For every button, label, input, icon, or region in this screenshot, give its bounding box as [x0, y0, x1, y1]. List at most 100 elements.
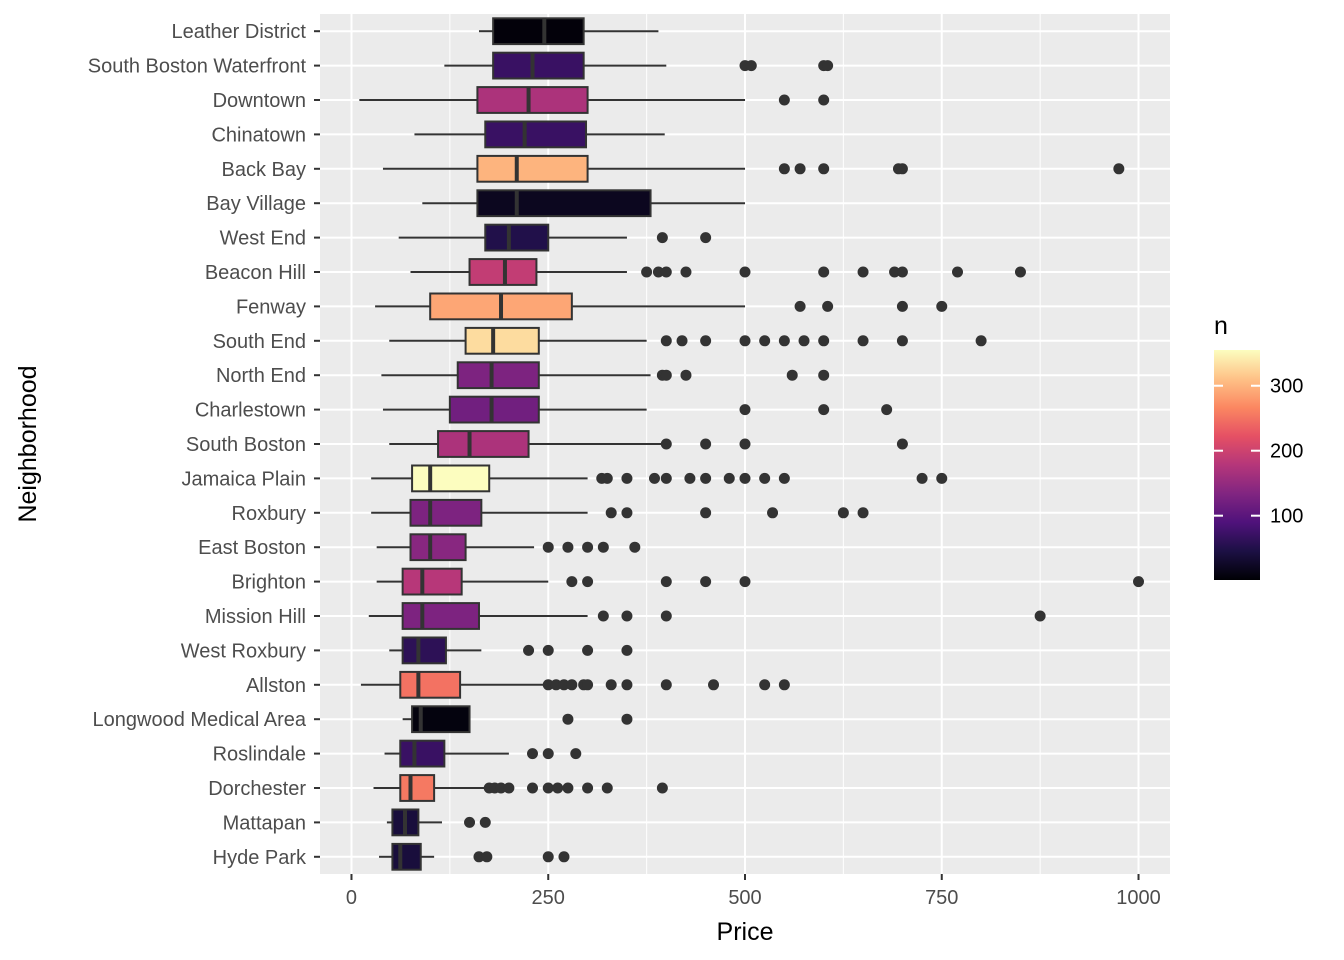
outlier-point [503, 782, 515, 794]
box-group [376, 533, 641, 562]
outlier-point [857, 507, 869, 519]
box [476, 154, 589, 183]
outlier-point [464, 816, 476, 828]
outlier-point [739, 472, 751, 484]
y-tick-label: Allston [246, 675, 306, 697]
box [411, 464, 491, 493]
y-tick-label: Mattapan [223, 812, 306, 834]
outlier-point [562, 782, 574, 794]
box-group [389, 636, 633, 665]
outlier-point [936, 300, 948, 312]
outlier-point [700, 335, 712, 347]
outlier-point [605, 507, 617, 519]
outlier-point [778, 94, 790, 106]
outlier-point [566, 576, 578, 588]
outlier-point [566, 679, 578, 691]
outlier-point [481, 851, 493, 863]
box [401, 636, 447, 665]
outlier-point [582, 782, 594, 794]
box-group [375, 292, 948, 321]
y-tick-label: South Boston Waterfront [88, 56, 307, 78]
outlier-point [621, 679, 633, 691]
outlier-point [739, 335, 751, 347]
box-group [381, 361, 830, 390]
outlier-point [473, 851, 485, 863]
outlier-point [700, 232, 712, 244]
outlier-point [794, 300, 806, 312]
box [399, 774, 436, 802]
box [399, 670, 462, 699]
y-axis: Leather District South Boston Waterfront D… [88, 21, 320, 869]
y-tick-label: Beacon Hill [205, 262, 306, 284]
y-tick-label: Bay Village [206, 193, 306, 215]
outlier-point [562, 541, 574, 553]
box-group [444, 51, 834, 80]
legend-title: n [1214, 312, 1228, 340]
outlier-point [601, 472, 613, 484]
box-group [382, 395, 893, 424]
box-group [371, 498, 869, 527]
outlier-point [660, 266, 672, 278]
box [409, 498, 483, 527]
outlier-point [700, 576, 712, 588]
outlier-point [767, 507, 779, 519]
outlier-point [952, 266, 963, 278]
x-tick-label: 750 [925, 887, 958, 909]
y-tick-label: Downtown [213, 90, 306, 112]
outlier-point [680, 369, 692, 381]
outlier-point [916, 472, 928, 484]
outlier-point [680, 266, 692, 278]
outlier-point [542, 748, 554, 760]
outlier-point [582, 644, 594, 656]
outlier-point [778, 335, 790, 347]
outlier-point [739, 404, 751, 416]
outlier-point [778, 472, 790, 484]
outlier-point [656, 782, 668, 794]
outlier-point [582, 576, 594, 588]
box-group [386, 808, 491, 837]
box [484, 120, 588, 149]
box-group [371, 464, 948, 493]
box-group [389, 430, 908, 458]
outlier-point [1133, 576, 1145, 588]
box-group [389, 326, 987, 355]
outlier-point [818, 266, 830, 278]
box [437, 430, 530, 458]
box [492, 51, 585, 80]
outlier-point [641, 266, 653, 278]
y-tick-label: Longwood Medical Area [93, 709, 307, 731]
outlier-point [621, 644, 633, 656]
outlier-point [739, 438, 751, 450]
box-group [422, 189, 745, 218]
y-tick-label: South Boston [186, 434, 306, 456]
outlier-point [527, 748, 538, 760]
y-tick-label: Dorchester [208, 778, 306, 800]
y-tick-label: South End [213, 331, 306, 353]
box-group [359, 86, 830, 114]
outlier-point [597, 610, 609, 622]
outlier-point [723, 472, 735, 484]
outlier-point [700, 438, 712, 450]
box-group [379, 842, 570, 871]
outlier-point [745, 60, 757, 72]
box [401, 567, 463, 596]
box [476, 86, 589, 114]
outlier-point [818, 369, 830, 381]
box [401, 602, 480, 630]
outlier-point [660, 472, 672, 484]
outlier-point [676, 335, 688, 347]
y-tick-label: Mission Hill [205, 606, 306, 628]
outlier-point [527, 782, 538, 794]
y-tick-label: Jamaica Plain [181, 468, 306, 490]
y-tick-label: Chinatown [211, 124, 306, 146]
box [409, 533, 467, 562]
outlier-point [1014, 266, 1026, 278]
outlier-point [794, 163, 806, 175]
box-group [414, 120, 665, 149]
outlier-point [684, 472, 696, 484]
outlier-point [759, 679, 771, 691]
outlier-point [479, 816, 491, 828]
outlier-point [1113, 163, 1125, 175]
outlier-point [652, 266, 664, 278]
